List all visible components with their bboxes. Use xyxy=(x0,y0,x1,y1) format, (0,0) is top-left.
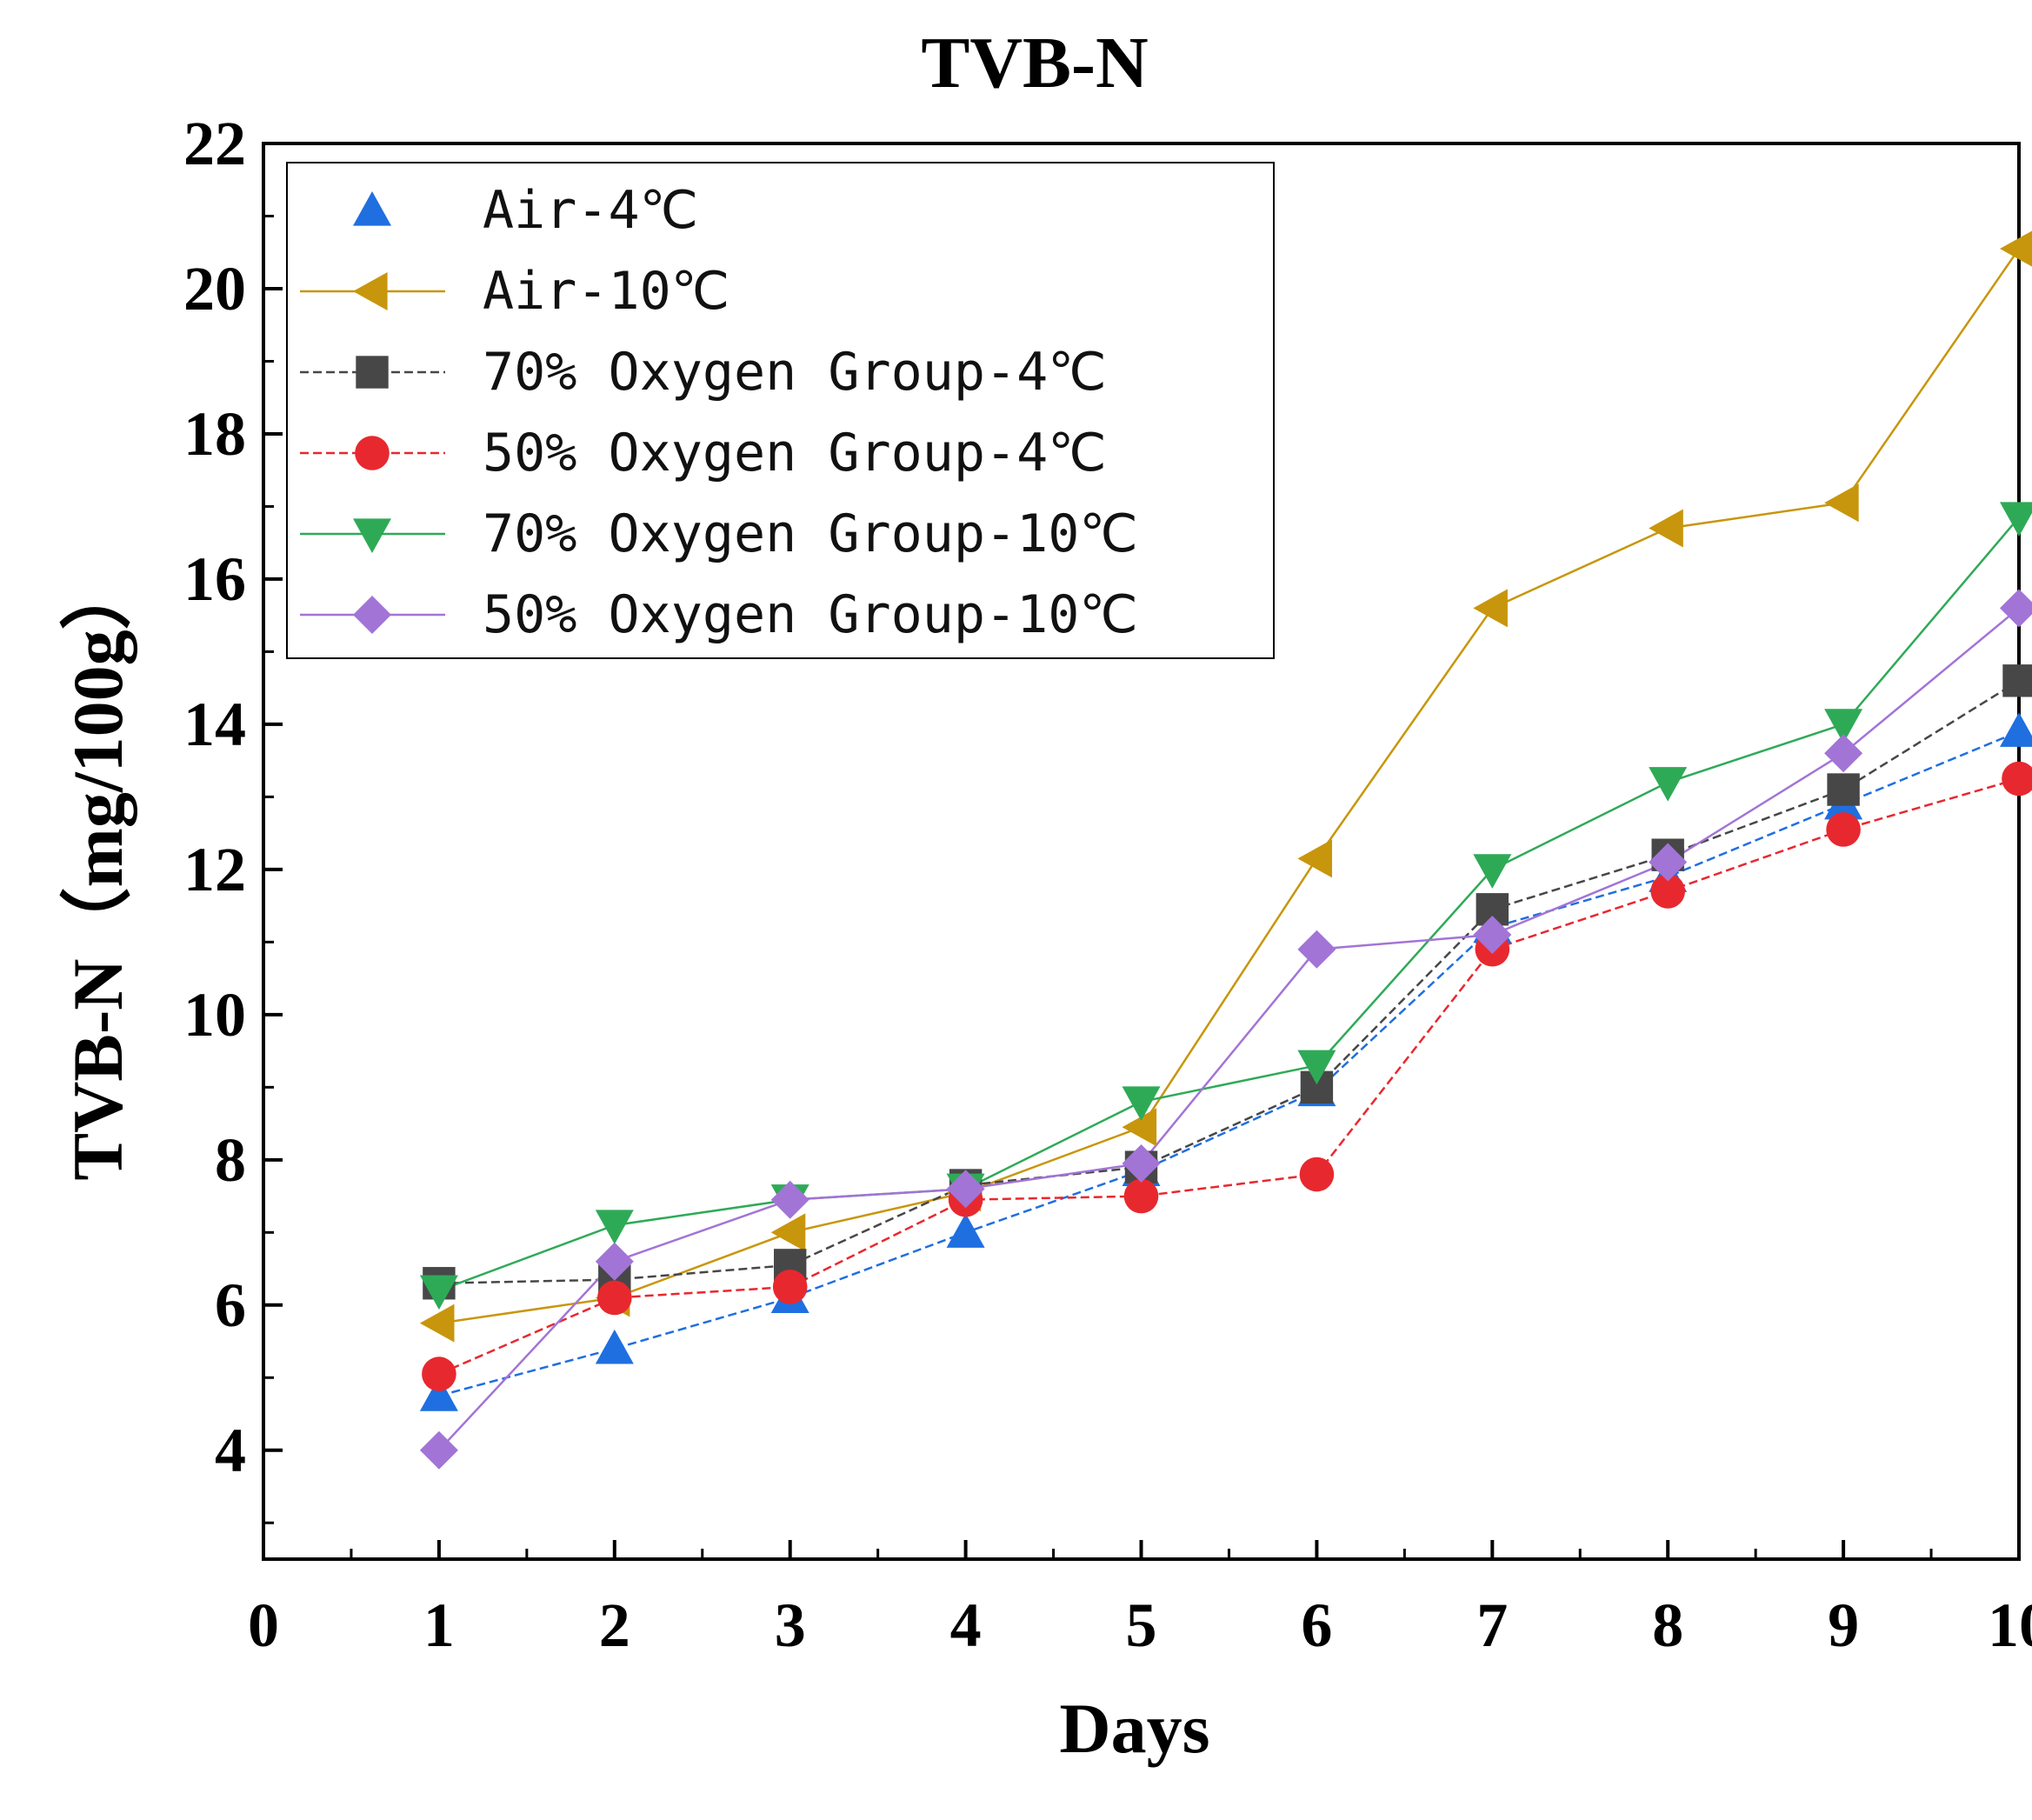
data-point-s3 xyxy=(1299,1157,1335,1192)
data-point-s3 xyxy=(1826,812,1861,847)
series-line-1 xyxy=(438,248,2021,1324)
series-line-5 xyxy=(437,607,2020,1451)
x-tick-label: 2 xyxy=(599,1590,630,1660)
x-tick-label: 9 xyxy=(1828,1590,1859,1660)
data-point-s4 xyxy=(595,1210,634,1244)
x-tick-label: 3 xyxy=(775,1590,806,1660)
legend-label: Air-10℃ xyxy=(483,261,730,322)
data-point-s4 xyxy=(1649,767,1688,802)
legend-label: 70% Oxygen Group-4℃ xyxy=(483,342,1107,403)
data-point-s3 xyxy=(2002,761,2032,797)
y-tick-label: 10 xyxy=(183,980,246,1050)
plot-area: 01234567891046810121416182022 xyxy=(183,109,2032,1660)
data-point-s5 xyxy=(770,1180,809,1219)
legend-marker xyxy=(353,518,391,553)
data-point-s5 xyxy=(2000,589,2032,628)
data-point-s0 xyxy=(595,1329,634,1364)
x-tick-label: 10 xyxy=(1988,1590,2032,1660)
data-point-s3 xyxy=(422,1357,456,1391)
data-point-s5 xyxy=(1473,916,1512,955)
data-point-s5 xyxy=(419,1430,458,1470)
legend-box xyxy=(286,162,1275,659)
data-point-s1 xyxy=(770,1213,806,1252)
y-tick-label: 12 xyxy=(183,835,246,904)
x-axis-label: Days xyxy=(1059,1689,1209,1768)
data-point-s1 xyxy=(1122,1108,1157,1147)
legend-label: 50% Oxygen Group-10℃ xyxy=(483,584,1138,645)
series-line-0 xyxy=(438,730,2020,1397)
legend-marker xyxy=(356,356,389,389)
x-tick-label: 4 xyxy=(950,1590,982,1660)
data-point-s4 xyxy=(1122,1086,1161,1122)
legend-marker xyxy=(355,436,390,470)
data-point-s1 xyxy=(1297,839,1332,878)
data-point-s5 xyxy=(1824,734,1863,773)
y-tick-label: 6 xyxy=(215,1270,246,1340)
data-point-s3 xyxy=(1650,874,1685,909)
y-tick-label: 14 xyxy=(183,690,246,759)
data-point-s0 xyxy=(419,1377,458,1411)
series-line-2 xyxy=(438,679,2020,1284)
data-point-s3 xyxy=(772,1270,808,1304)
data-point-s4 xyxy=(1824,709,1863,743)
data-point-s1 xyxy=(1649,509,1683,548)
data-point-s1 xyxy=(1824,483,1859,523)
series-line-3 xyxy=(438,777,2020,1376)
data-point-s3 xyxy=(1123,1178,1159,1214)
x-tick-label: 7 xyxy=(1476,1590,1508,1660)
legend-marker xyxy=(353,596,391,634)
y-tick-label: 4 xyxy=(215,1416,246,1485)
legend: Air-4℃ Air-10℃ 70% Oxygen Group-4℃ 50% Oxyg… xyxy=(286,162,1275,659)
data-point-s1 xyxy=(419,1303,455,1343)
x-tick-label: 6 xyxy=(1301,1590,1332,1660)
y-axis-label: TVB-N（mg/100g） xyxy=(58,558,137,1180)
data-point-s4 xyxy=(419,1275,458,1310)
data-point-s5 xyxy=(1649,843,1688,882)
x-tick-label: 5 xyxy=(1126,1590,1157,1660)
data-point-s4 xyxy=(2000,502,2032,537)
data-point-s4 xyxy=(1297,1050,1336,1085)
data-point-s5 xyxy=(946,1170,985,1209)
y-tick-label: 22 xyxy=(183,109,246,178)
y-tick-label: 18 xyxy=(183,399,246,469)
data-point-s4 xyxy=(1473,854,1512,889)
legend-label: 70% Oxygen Group-10℃ xyxy=(483,503,1138,564)
x-tick-label: 8 xyxy=(1652,1590,1683,1660)
data-point-s0 xyxy=(946,1213,985,1248)
data-point-s5 xyxy=(1297,930,1336,969)
data-point-s1 xyxy=(1473,589,1508,628)
data-point-s5 xyxy=(595,1242,634,1281)
data-point-s2 xyxy=(2002,664,2032,697)
legend-label: Air-4℃ xyxy=(483,180,698,241)
x-tick-label: 0 xyxy=(248,1590,279,1660)
legend-label: 50% Oxygen Group-4℃ xyxy=(483,423,1107,483)
y-tick-label: 16 xyxy=(183,544,246,614)
data-point-s2 xyxy=(1827,773,1860,806)
chart-title: TVB-N xyxy=(921,23,1148,103)
data-point-s1 xyxy=(2000,230,2032,267)
data-point-s5 xyxy=(1122,1143,1161,1183)
series-line-4 xyxy=(438,517,2020,1292)
y-tick-label: 8 xyxy=(215,1125,246,1195)
legend-marker xyxy=(353,272,388,310)
x-tick-label: 1 xyxy=(423,1590,455,1660)
legend-marker xyxy=(353,191,391,226)
data-point-s3 xyxy=(597,1280,632,1316)
data-point-s0 xyxy=(2000,712,2032,747)
y-tick-label: 20 xyxy=(183,254,246,323)
